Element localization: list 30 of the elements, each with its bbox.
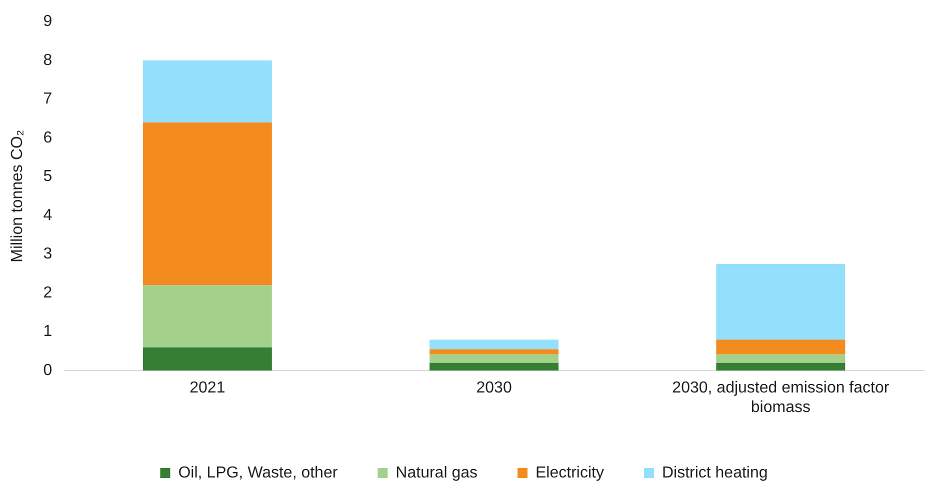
bar xyxy=(430,349,559,354)
legend-label: Natural gas xyxy=(396,464,478,482)
y-tick-label: 0 xyxy=(43,362,52,380)
bar xyxy=(430,354,559,363)
bar xyxy=(716,362,846,371)
bar xyxy=(716,264,846,340)
y-axis-title: Million tonnes CO₂ xyxy=(9,130,26,262)
legend-label: Electricity xyxy=(536,464,604,482)
y-tick-label: 4 xyxy=(43,206,52,224)
bar xyxy=(716,340,846,354)
legend-label: Oil, LPG, Waste, other xyxy=(178,464,338,482)
y-tick-label: 6 xyxy=(43,129,52,146)
y-tick-label: 9 xyxy=(43,13,52,30)
bar xyxy=(142,347,272,371)
y-tick-label: 2 xyxy=(43,284,52,302)
x-tick-label: 2021 xyxy=(190,380,226,397)
y-tick-label: 7 xyxy=(43,90,52,108)
bar xyxy=(430,362,559,371)
bar xyxy=(142,285,272,348)
y-tick-label: 3 xyxy=(43,246,52,263)
bar xyxy=(716,354,846,363)
x-tick-label: 2030, adjusted emission factor biomass xyxy=(672,380,890,416)
bar xyxy=(142,60,272,122)
bar xyxy=(142,122,272,286)
y-tick-label: 8 xyxy=(43,52,52,69)
y-tick-label: 5 xyxy=(43,168,52,186)
legend-label: District heating xyxy=(662,464,768,482)
x-tick-label: 2030 xyxy=(476,380,512,397)
bar xyxy=(430,340,559,350)
y-tick-label: 1 xyxy=(43,323,52,340)
